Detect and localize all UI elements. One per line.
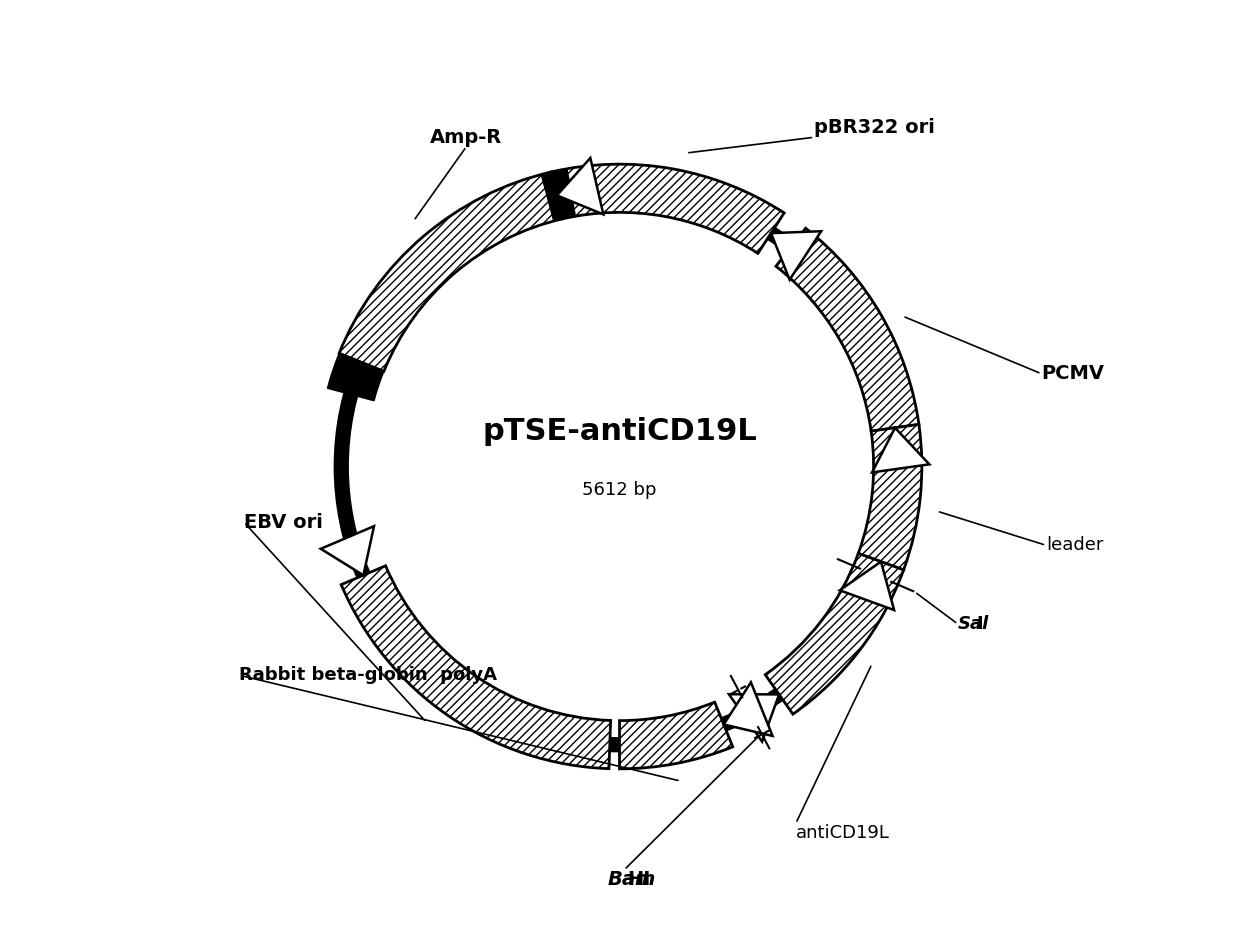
Text: I: I	[976, 615, 983, 634]
Polygon shape	[771, 231, 821, 280]
Text: Rabbit beta-globin  polyA: Rabbit beta-globin polyA	[239, 666, 497, 684]
Wedge shape	[620, 703, 732, 769]
Wedge shape	[859, 425, 922, 570]
Polygon shape	[872, 427, 929, 472]
Text: EBV ori: EBV ori	[244, 512, 323, 532]
Wedge shape	[341, 565, 611, 769]
Text: HI: HI	[627, 870, 650, 889]
Wedge shape	[551, 164, 784, 254]
Wedge shape	[339, 172, 563, 371]
Text: Amp-R: Amp-R	[430, 128, 503, 146]
Text: Bam: Bam	[608, 870, 657, 889]
Text: PCMV: PCMV	[1042, 364, 1104, 383]
Text: pTSE-antiCD19L: pTSE-antiCD19L	[482, 417, 757, 446]
Text: pBR322 ori: pBR322 ori	[814, 118, 935, 137]
Polygon shape	[840, 562, 895, 610]
Text: leader: leader	[1046, 536, 1104, 554]
Polygon shape	[729, 694, 779, 742]
Text: Sal: Sal	[958, 615, 989, 634]
Wedge shape	[766, 553, 903, 714]
Polygon shape	[321, 526, 374, 576]
Text: antiCD19L: antiCD19L	[795, 824, 890, 842]
Wedge shape	[327, 354, 384, 401]
Polygon shape	[556, 158, 603, 215]
Wedge shape	[776, 229, 919, 431]
Text: 5612 bp: 5612 bp	[582, 480, 657, 498]
Polygon shape	[724, 682, 773, 736]
Wedge shape	[541, 169, 575, 221]
